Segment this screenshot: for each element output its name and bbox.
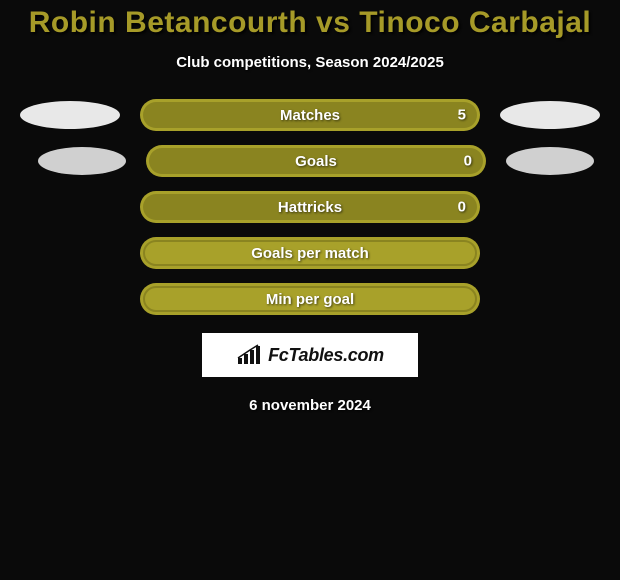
date-label: 6 november 2024 bbox=[0, 397, 620, 414]
comparison-container: Robin Betancourth vs Tinoco Carbajal Clu… bbox=[0, 0, 620, 414]
badge-text: FcTables.com bbox=[268, 345, 384, 366]
fctables-badge[interactable]: FcTables.com bbox=[202, 333, 418, 377]
stat-label: Matches bbox=[280, 107, 340, 124]
left-ellipse bbox=[38, 147, 126, 175]
right-ellipse bbox=[506, 147, 594, 175]
stat-bar: Hattricks 0 bbox=[140, 191, 480, 223]
stats-area: Matches 5 Goals 0 Hattricks 0 Goals per match M… bbox=[0, 99, 620, 315]
subtitle: Club competitions, Season 2024/2025 bbox=[0, 54, 620, 71]
bar-chart-icon bbox=[236, 344, 262, 366]
stat-label: Min per goal bbox=[266, 291, 354, 308]
stat-row: Goals 0 bbox=[0, 145, 620, 177]
stat-value: 0 bbox=[464, 153, 472, 170]
stat-bar: Goals 0 bbox=[146, 145, 486, 177]
stat-bar: Min per goal bbox=[140, 283, 480, 315]
stat-label: Goals bbox=[295, 153, 337, 170]
stat-row: Matches 5 bbox=[0, 99, 620, 131]
stat-label: Goals per match bbox=[251, 245, 369, 262]
stat-bar: Goals per match bbox=[140, 237, 480, 269]
right-ellipse bbox=[500, 101, 600, 129]
stat-bar: Matches 5 bbox=[140, 99, 480, 131]
stat-value: 5 bbox=[458, 107, 466, 124]
stat-label: Hattricks bbox=[278, 199, 342, 216]
page-title: Robin Betancourth vs Tinoco Carbajal bbox=[0, 6, 620, 40]
left-ellipse bbox=[20, 101, 120, 129]
stat-row: Goals per match bbox=[0, 237, 620, 269]
stat-row: Min per goal bbox=[0, 283, 620, 315]
stat-row: Hattricks 0 bbox=[0, 191, 620, 223]
stat-value: 0 bbox=[458, 199, 466, 216]
